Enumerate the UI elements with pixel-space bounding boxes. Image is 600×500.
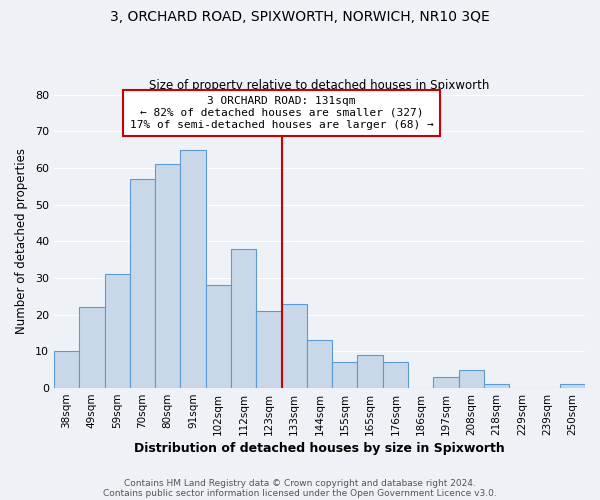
Bar: [332, 362, 358, 388]
Bar: [383, 362, 408, 388]
Bar: [560, 384, 585, 388]
Bar: [155, 164, 181, 388]
Bar: [231, 248, 256, 388]
Text: Contains HM Land Registry data © Crown copyright and database right 2024.: Contains HM Land Registry data © Crown c…: [124, 478, 476, 488]
Bar: [307, 340, 332, 388]
Title: Size of property relative to detached houses in Spixworth: Size of property relative to detached ho…: [149, 79, 490, 92]
X-axis label: Distribution of detached houses by size in Spixworth: Distribution of detached houses by size …: [134, 442, 505, 455]
Bar: [358, 355, 383, 388]
Bar: [433, 377, 458, 388]
Text: Contains public sector information licensed under the Open Government Licence v3: Contains public sector information licen…: [103, 488, 497, 498]
Bar: [281, 304, 307, 388]
Bar: [54, 352, 79, 388]
Bar: [104, 274, 130, 388]
Text: 3, ORCHARD ROAD, SPIXWORTH, NORWICH, NR10 3QE: 3, ORCHARD ROAD, SPIXWORTH, NORWICH, NR1…: [110, 10, 490, 24]
Bar: [130, 179, 155, 388]
Bar: [206, 286, 231, 388]
Bar: [458, 370, 484, 388]
Bar: [484, 384, 509, 388]
Text: 3 ORCHARD ROAD: 131sqm
← 82% of detached houses are smaller (327)
17% of semi-de: 3 ORCHARD ROAD: 131sqm ← 82% of detached…: [130, 96, 433, 130]
Bar: [256, 311, 281, 388]
Y-axis label: Number of detached properties: Number of detached properties: [15, 148, 28, 334]
Bar: [79, 308, 104, 388]
Bar: [181, 150, 206, 388]
